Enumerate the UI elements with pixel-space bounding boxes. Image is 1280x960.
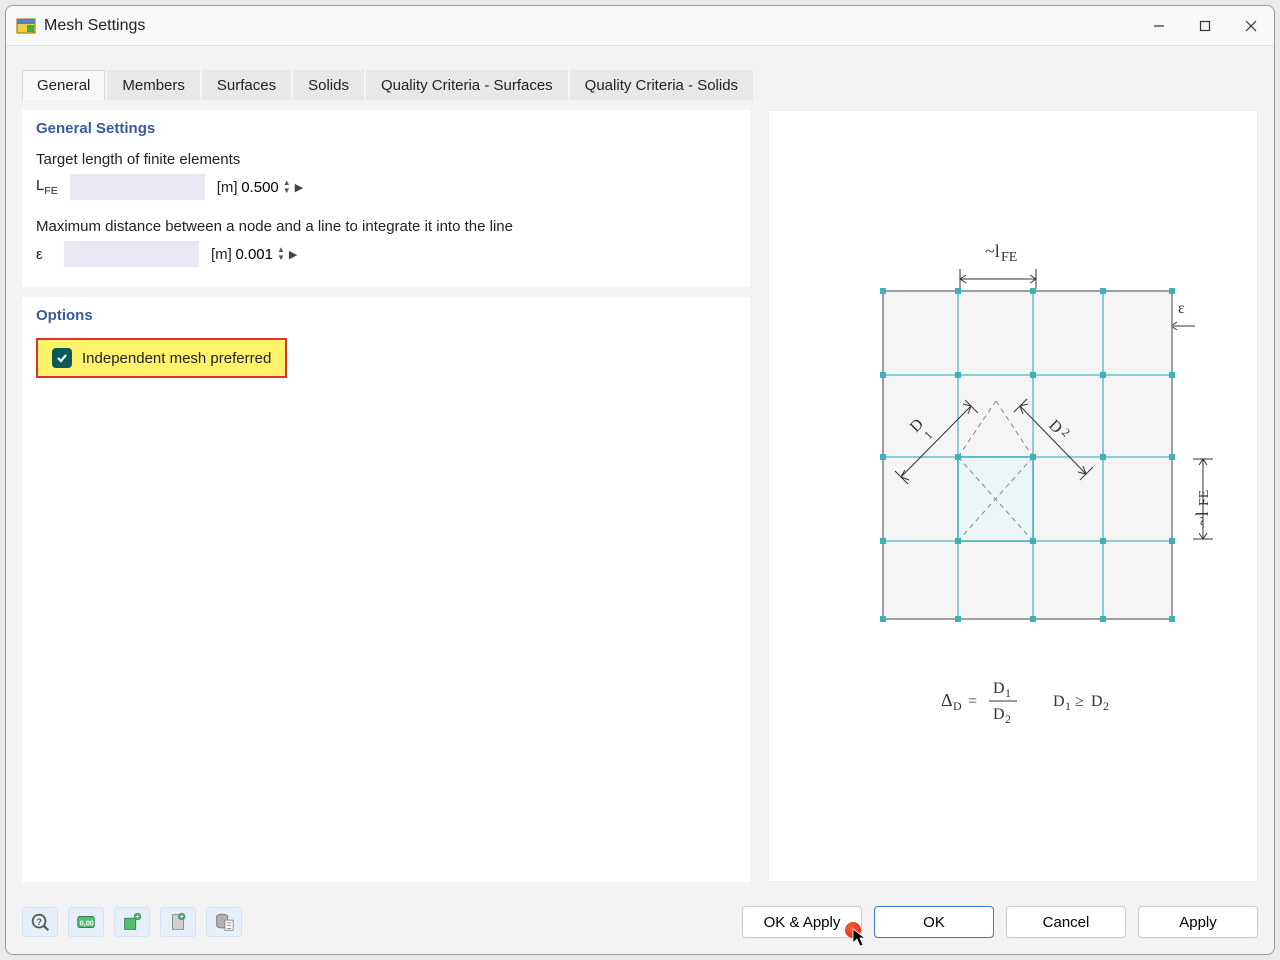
independent-mesh-checkbox[interactable] [52,348,72,368]
tab-surfaces[interactable]: Surfaces [202,70,291,100]
epsilon-unit: [m] [211,246,232,263]
svg-text:2: 2 [1005,712,1011,726]
svg-text:FE: FE [1001,250,1017,265]
epsilon-picker[interactable]: ▶ [289,245,297,263]
cancel-button[interactable]: Cancel [1006,906,1126,938]
general-settings-panel: General Settings Target length of finite… [22,110,750,287]
apply-button[interactable]: Apply [1138,906,1258,938]
tab-quality-surfaces[interactable]: Quality Criteria - Surfaces [366,70,568,100]
cursor-icon [852,928,868,952]
epsilon-label: Maximum distance between a node and a li… [36,218,736,235]
svg-text:~l: ~l [985,241,1000,261]
svg-text:Δ: Δ [941,690,953,710]
import-icon[interactable] [114,907,150,937]
independent-mesh-label: Independent mesh preferred [82,350,271,367]
svg-text:?: ? [36,917,42,927]
svg-text:FE: FE [1197,490,1212,506]
svg-text:=: = [968,693,977,710]
help-icon[interactable]: ? [22,907,58,937]
ok-apply-button[interactable]: OK & Apply [742,906,862,938]
lfe-input[interactable] [78,178,283,197]
maximize-button[interactable] [1182,6,1228,45]
svg-text:~l: ~l [1192,511,1212,526]
svg-text:0,00: 0,00 [80,919,94,928]
mesh-preview-svg: ~l FE ~l FE [813,231,1213,791]
epsilon-spinner[interactable]: ▲▼ [277,246,285,262]
svg-text:D: D [953,699,962,713]
tab-quality-solids[interactable]: Quality Criteria - Solids [570,70,753,100]
svg-text:1: 1 [1005,686,1011,700]
footer: ? 0,00 OK & Apply OK Cancel Apply [6,898,1274,954]
minimize-button[interactable] [1136,6,1182,45]
options-heading: Options [36,307,736,324]
epsilon-input[interactable] [72,245,277,264]
svg-text:2: 2 [1103,699,1109,713]
export-icon[interactable] [160,907,196,937]
epsilon-input-wrap[interactable]: ▲▼ ▶ [64,241,199,267]
lfe-unit: [m] [217,179,238,196]
svg-text:≥: ≥ [1075,693,1084,710]
tab-general[interactable]: General [22,70,105,100]
down-icon[interactable]: ▼ [277,254,285,262]
preview-panel: ~l FE ~l FE [768,110,1258,882]
database-icon[interactable] [206,907,242,937]
lfe-spinner[interactable]: ▲▼ [283,179,291,195]
epsilon-symbol: ε [36,246,52,263]
svg-text:D: D [993,680,1005,697]
units-icon[interactable]: 0,00 [68,907,104,937]
mesh-settings-window: Mesh Settings General Members Surfaces S… [5,5,1275,955]
independent-mesh-row[interactable]: Independent mesh preferred [36,338,287,378]
svg-text:D: D [1053,693,1065,710]
tab-strip: General Members Surfaces Solids Quality … [6,46,1274,100]
svg-text:D: D [1091,693,1103,710]
title-bar: Mesh Settings [6,6,1274,46]
options-panel: Options Independent mesh preferred [22,297,750,882]
general-settings-heading: General Settings [36,120,736,137]
svg-text:D: D [993,706,1005,723]
svg-text:ε: ε [1178,300,1185,317]
lfe-label: Target length of finite elements [36,151,736,168]
lfe-picker[interactable]: ▶ [295,178,303,196]
app-icon [16,16,36,36]
window-title: Mesh Settings [44,17,145,35]
tab-solids[interactable]: Solids [293,70,364,100]
down-icon[interactable]: ▼ [283,187,291,195]
content-area: General Settings Target length of finite… [6,100,1274,898]
svg-text:1: 1 [1065,699,1071,713]
lfe-symbol: LFE [36,177,58,197]
ok-button[interactable]: OK [874,906,994,938]
tab-members[interactable]: Members [107,70,200,100]
lfe-input-wrap[interactable]: ▲▼ ▶ [70,174,205,200]
close-button[interactable] [1228,6,1274,45]
